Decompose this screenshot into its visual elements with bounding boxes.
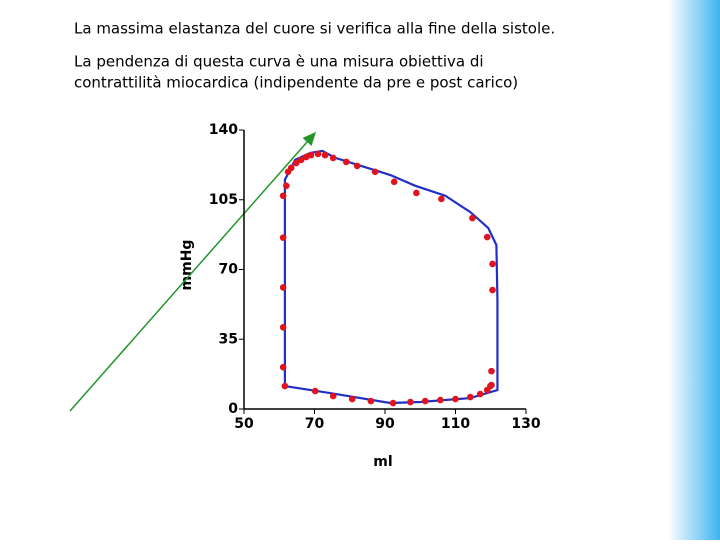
data-point xyxy=(407,398,414,406)
data-point xyxy=(452,395,459,403)
data-point xyxy=(348,395,356,403)
data-point xyxy=(302,153,310,161)
data-point xyxy=(389,399,397,407)
y-tick-label: 70 xyxy=(219,262,239,278)
x-tick-label: 90 xyxy=(375,416,395,432)
data-point xyxy=(487,382,494,390)
data-point xyxy=(329,392,337,400)
y-tick-label: 35 xyxy=(219,331,238,347)
data-point xyxy=(287,164,295,172)
data-point xyxy=(413,189,420,197)
data-point xyxy=(421,397,429,405)
side-strip xyxy=(668,0,720,540)
data-point xyxy=(488,367,495,375)
data-point xyxy=(311,387,319,395)
data-point xyxy=(342,158,350,166)
y-tick-label: 105 xyxy=(209,192,238,208)
data-point xyxy=(314,150,322,158)
data-point xyxy=(281,382,289,390)
x-tick-label: 70 xyxy=(305,416,325,432)
x-tick-label: 130 xyxy=(511,416,540,432)
data-point xyxy=(371,168,379,176)
data-point xyxy=(489,286,496,294)
data-point xyxy=(367,397,375,405)
data-point xyxy=(279,192,287,200)
x-tick-label: 110 xyxy=(441,416,470,432)
pv-loop xyxy=(283,149,499,405)
x-axis-label: ml xyxy=(373,454,392,470)
data-point xyxy=(292,159,300,167)
heading: La massima elastanza del cuore si verifi… xyxy=(74,20,555,38)
data-point xyxy=(353,162,361,170)
data-point xyxy=(279,323,287,331)
data-point xyxy=(283,182,290,190)
paragraph-line: contrattilità miocardica (indipendente d… xyxy=(74,74,518,92)
data-point xyxy=(469,214,476,222)
data-point xyxy=(476,390,484,398)
data-point xyxy=(329,154,337,162)
elastance-arrow xyxy=(69,131,316,412)
data-point xyxy=(489,260,496,268)
paragraph-line: La pendenza di questa curva è una misura… xyxy=(74,53,484,71)
x-tick-label: 50 xyxy=(234,416,254,432)
data-point xyxy=(321,151,329,159)
data-point xyxy=(438,195,445,203)
data-point xyxy=(297,156,305,164)
data-point xyxy=(483,233,491,241)
data-point xyxy=(390,178,398,186)
data-point xyxy=(467,393,474,401)
data-point xyxy=(437,396,444,404)
y-tick-label: 140 xyxy=(209,122,238,138)
data-point xyxy=(279,363,287,371)
data-point xyxy=(279,284,287,291)
data-point xyxy=(279,234,287,241)
data-point xyxy=(307,151,315,159)
y-axis-label: mmHg xyxy=(179,240,195,291)
y-tick-label: 0 xyxy=(228,401,238,417)
